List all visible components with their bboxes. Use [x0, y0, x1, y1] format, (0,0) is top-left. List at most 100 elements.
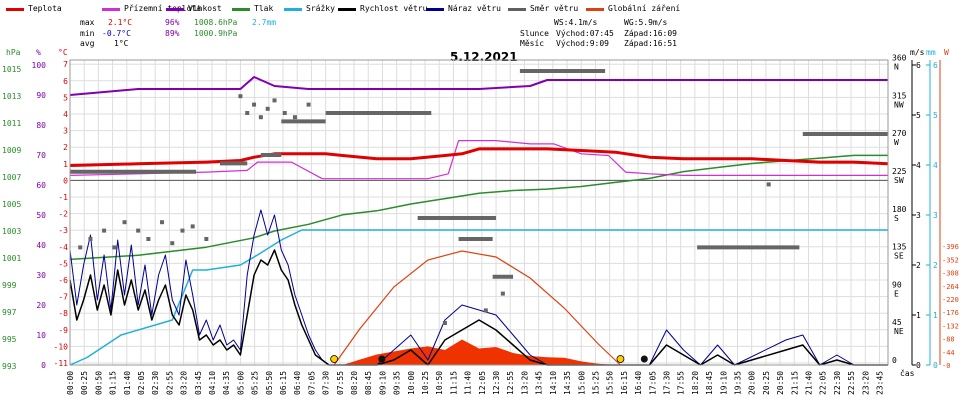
x-tick-label: 10:25 [421, 371, 430, 395]
temperature-tick-label: -5 [58, 259, 68, 268]
wind-direction-point [204, 237, 209, 241]
x-tick-label: 23:20 [861, 371, 870, 395]
x-tick-label: 15:00 [577, 371, 586, 395]
x-tick-label: 09:35 [393, 371, 402, 395]
wind-direction-point [190, 224, 195, 229]
stats-min-press: 1000.9hPa [194, 29, 238, 38]
wind-direction-point [122, 220, 127, 225]
radiation-tick-label: -396 [942, 243, 959, 251]
legend-item-naraz-vetru: Náraz větru [426, 4, 506, 14]
legend-label: Globální záření [608, 4, 681, 13]
legend-label: Přízemní teplota [124, 4, 202, 13]
legend-swatch [166, 8, 184, 11]
x-tick-label: 11:15 [449, 371, 458, 395]
x-tick-label: 03:45 [194, 371, 203, 395]
wind-direction-point [170, 241, 175, 246]
legend-label: Směr větru [530, 4, 579, 13]
humidity-tick-label: 20 [36, 301, 46, 310]
temperature-tick-label: -6 [58, 276, 68, 285]
x-tick-label: 06:15 [279, 371, 288, 395]
temperature-tick-label: -10 [54, 342, 69, 351]
x-tick-label: 20:00 [748, 371, 757, 395]
x-tick-label: 17:30 [662, 371, 671, 395]
wind-direction-point [252, 102, 257, 107]
pressure-tick-label: 1005 [2, 200, 21, 209]
moonset-marker [640, 355, 648, 363]
x-tick-label: 11:40 [464, 371, 473, 395]
legend-swatch [586, 8, 604, 11]
x-tick-label: 00:50 [94, 371, 103, 395]
x-tick-label: 01:15 [109, 371, 118, 395]
wind-speed-tick-label: 0 [916, 361, 921, 370]
x-tick-label: 10:50 [435, 371, 444, 395]
rain-tick-label: 1 [933, 311, 938, 320]
wind-direction-point [483, 308, 488, 313]
x-tick-label: 23:45 [875, 371, 884, 395]
wind-dir-tick-label: 270 [892, 129, 907, 138]
pressure-tick-label: 997 [2, 308, 17, 317]
x-tick-label: 21:15 [790, 371, 799, 395]
legend-item-srazky: Srážky [284, 4, 344, 14]
sunrise-marker [330, 355, 339, 363]
wind-dir-compass-label: SE [894, 252, 904, 261]
sunrise-time: Východ:07:45 [556, 29, 614, 38]
wind-dir-unit-label: m/s [910, 48, 925, 57]
temperature-tick-label: 2 [63, 143, 68, 152]
sunset-marker [616, 355, 625, 363]
rain-tick-label: 3 [933, 211, 938, 220]
rain-tick-label: 6 [933, 61, 938, 70]
x-tick-label: 01:40 [123, 371, 132, 395]
x-tick-label: 21:40 [804, 371, 813, 395]
rain-tick-label: 4 [933, 161, 938, 170]
wind-direction-point [238, 94, 243, 99]
legend-label: Náraz větru [448, 4, 501, 13]
temperature-tick-label: 4 [63, 110, 68, 119]
humidity-tick-label: 80 [36, 121, 46, 130]
ground-temperature-line [69, 140, 888, 180]
pressure-tick-label: 995 [2, 335, 17, 344]
sunset-time: Západ:16:09 [624, 29, 677, 38]
x-tick-label: 00:25 [80, 371, 89, 395]
wind-speed-tick-label: 4 [916, 161, 921, 170]
wind-direction-point [766, 182, 771, 187]
pressure-tick-label: 999 [2, 281, 17, 290]
wind-direction-point [282, 111, 287, 115]
wind-speed-tick-label: 6 [916, 61, 921, 70]
moonrise-time: Východ:9:09 [556, 39, 609, 48]
x-tick-label: 17:55 [677, 371, 686, 395]
wind-speed-info: WS:4.1m/s [554, 18, 598, 27]
temperature-tick-label: 0 [63, 176, 68, 185]
temperature-tick-label: -8 [58, 309, 68, 318]
legend-swatch [232, 8, 250, 11]
moonset-time: Západ:16:51 [624, 39, 677, 48]
stats-min-hum: 89% [165, 29, 180, 38]
legend-item-globalni-zareni: Globální záření [586, 4, 686, 14]
stats-min-temp: -0.7°C [102, 29, 131, 38]
stats-max-hum: 96% [165, 18, 180, 27]
temperature-unit-label: °C [58, 48, 68, 57]
wind-dir-tick-label: 180 [892, 205, 907, 214]
stats-max-rain: 2.7mm [252, 18, 277, 27]
marker-layer [330, 355, 648, 363]
x-tick-label: 22:55 [847, 371, 856, 395]
x-tick-label: 20:50 [776, 371, 785, 395]
wind-dir-tick-label: 90 [892, 280, 902, 289]
radiation-tick-label: -264 [942, 283, 959, 291]
rain-tick-label: 5 [933, 111, 938, 120]
pressure-unit-label: hPa [6, 48, 21, 57]
wind-direction-point [245, 111, 250, 115]
stats-max-temp: 2.1°C [108, 18, 133, 27]
wind-speed-tick-label: 3 [916, 211, 921, 220]
humidity-unit-label: % [36, 48, 41, 57]
axes-layer: 00:00 00:25 00:50 01:15 01:40 02:05 02:30 02:55… [2, 54, 959, 395]
x-tick-label: 12:05 [478, 371, 487, 395]
wind-direction-point [102, 228, 107, 233]
x-tick-label: 20:25 [762, 371, 771, 395]
x-tick-label: 22:05 [819, 371, 828, 395]
legend-label: Vlhkost [188, 4, 222, 13]
radiation-tick-label: -44 [942, 349, 955, 357]
stats-max-label: max [80, 18, 95, 27]
wind-direction-point [88, 237, 93, 241]
wind-dir-tick-label: 135 [892, 243, 907, 252]
wind-direction-point [500, 291, 505, 296]
